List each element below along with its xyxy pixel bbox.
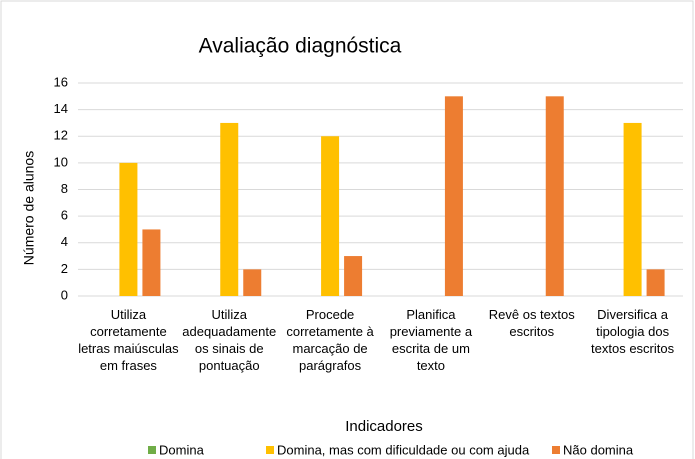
bar	[119, 162, 138, 296]
x-tick-label: Utiliza adequadamente os sinais de pontu…	[182, 307, 277, 373]
y-axis-label: Número de alunos	[21, 151, 37, 265]
x-tick-label: Utiliza corretamente letras maiúsculas e…	[78, 307, 179, 373]
y-tick-label: 10	[54, 154, 68, 169]
legend-swatch	[148, 446, 156, 454]
bar	[646, 269, 665, 296]
y-tick-label: 12	[54, 128, 68, 143]
y-tick-label: 2	[61, 261, 68, 276]
legend-swatch	[552, 446, 560, 454]
x-tick-label: Planifica previamente a escrita de um te…	[389, 307, 473, 373]
chart-title: Avaliação diagnóstica	[199, 35, 402, 58]
bar	[444, 96, 463, 296]
y-tick-label: 8	[61, 181, 68, 196]
bar	[243, 269, 262, 296]
x-tick-label: Procede corretamente à marcação de parág…	[286, 307, 374, 373]
bar	[142, 229, 161, 296]
bar	[545, 96, 564, 296]
y-tick-label: 16	[54, 74, 68, 89]
legend-label: Domina, mas com dificuldade ou com ajuda	[277, 442, 530, 457]
bar	[220, 122, 239, 296]
y-tick-label: 6	[61, 208, 68, 223]
bar	[344, 256, 363, 296]
y-tick-label: 14	[54, 101, 68, 116]
legend-label: Não domina	[563, 442, 634, 457]
legend-label: Domina	[159, 442, 205, 457]
bar	[321, 136, 340, 296]
x-tick-label: Revê os textos escritos	[488, 307, 575, 339]
bar	[623, 122, 642, 296]
x-axis-label: Indicadores	[345, 418, 423, 435]
y-tick-label: 0	[61, 287, 68, 302]
y-tick-label: 4	[61, 234, 68, 249]
x-tick-label: Diversifica a tipologia dos textos escri…	[591, 307, 675, 356]
legend-swatch	[266, 446, 274, 454]
